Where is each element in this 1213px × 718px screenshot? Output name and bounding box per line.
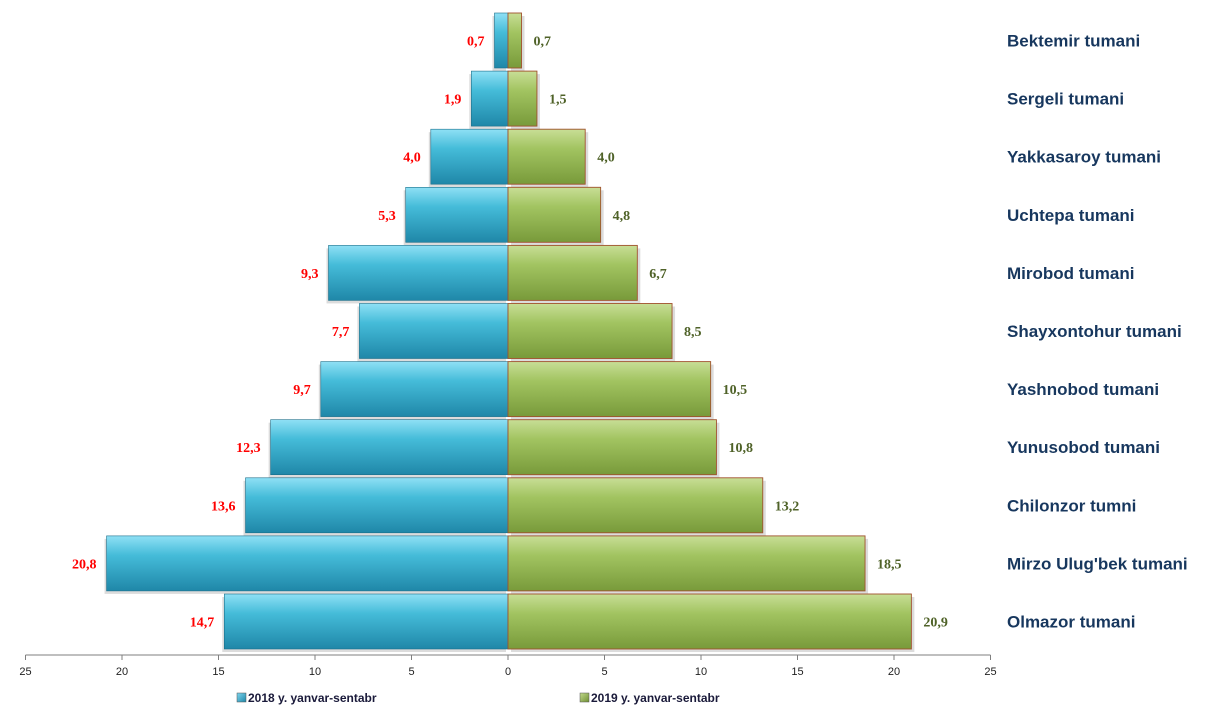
category-label: Sergeli tumani [1007, 90, 1124, 109]
category-label: Mirzo Ulug'bek tumani [1007, 554, 1188, 573]
x-tick-label: 10 [695, 666, 707, 678]
x-axis: 25 20 15 10 5 0 5 10 15 20 25 [19, 654, 997, 678]
category-labels: Bektemir tumani Sergeli tumani Yakkasaroy … [1007, 32, 1188, 632]
bar-2018 [245, 477, 509, 534]
bar-2018 [494, 12, 509, 69]
bar-2019 [507, 70, 538, 127]
legend: 2018 y. yanvar-sentabr 2019 y. yanvar-sen… [236, 691, 720, 705]
legend-2018-swatch [236, 692, 247, 703]
data-label-2018: 9,7 [293, 383, 311, 398]
x-tick-label: 10 [309, 666, 321, 678]
legend-2018-label: 2018 y. yanvar-sentabr [248, 691, 377, 705]
x-tick-label: 5 [601, 666, 607, 678]
data-label-2018: 1,9 [444, 93, 462, 108]
x-tick-label: 20 [116, 666, 128, 678]
bar-2018 [320, 361, 509, 417]
category-label: Olmazor tumani [1007, 613, 1135, 632]
x-tick-label: 25 [19, 666, 31, 678]
data-label-2019: 1,5 [549, 93, 567, 108]
bar-2018 [106, 535, 509, 592]
x-tick-label: 20 [888, 666, 900, 678]
data-label-2018: 9,3 [301, 267, 319, 282]
data-label-2018: 0,7 [467, 35, 485, 50]
data-label-2019: 18,5 [877, 557, 902, 572]
bar-2018 [471, 70, 509, 127]
category-label: Chilonzor tumni [1007, 496, 1136, 515]
legend-2019-swatch [579, 692, 590, 703]
bar-2019 [507, 303, 673, 359]
legend-2019-label: 2019 y. yanvar-sentabr [591, 691, 720, 705]
x-tick-label: 15 [791, 666, 803, 678]
category-label: Yashnobod tumani [1007, 380, 1159, 399]
bar-2018 [328, 245, 509, 301]
category-label: Bektemir tumani [1007, 32, 1140, 51]
category-label: Uchtepa tumani [1007, 206, 1135, 225]
data-label-2019: 4,0 [597, 151, 615, 166]
bar-2018 [430, 128, 509, 185]
data-label-2018: 13,6 [211, 499, 236, 514]
x-tick-label: 25 [984, 666, 996, 678]
data-label-2019: 10,8 [728, 441, 753, 456]
bar-2019 [507, 535, 866, 592]
category-label: Mirobod tumani [1007, 264, 1134, 283]
x-tick-label: 15 [212, 666, 224, 678]
category-label: Yunusobod tumani [1007, 438, 1160, 457]
data-label-2019: 10,5 [723, 383, 748, 398]
bar-2019 [507, 186, 602, 243]
data-label-2019: 4,8 [613, 209, 631, 224]
data-label-2019: 20,9 [923, 616, 948, 631]
bar-2019 [507, 419, 717, 476]
bar-2018 [270, 419, 509, 476]
bar-2018 [223, 593, 509, 650]
data-label-2019: 6,7 [649, 267, 667, 282]
data-label-2018: 7,7 [332, 325, 350, 340]
bar-2019 [507, 361, 712, 418]
bar-2019 [507, 593, 912, 650]
data-label-2018: 12,3 [236, 441, 261, 456]
data-label-2019: 0,7 [534, 35, 552, 50]
data-label-2018: 5,3 [378, 209, 396, 224]
data-label-2018: 20,8 [72, 557, 97, 572]
bars [106, 12, 912, 650]
category-label: Yakkasaroy tumani [1007, 148, 1161, 167]
data-label-2018: 14,7 [190, 616, 215, 631]
bar-2018 [359, 303, 509, 359]
data-label-2019: 8,5 [684, 325, 702, 340]
bar-2019 [507, 477, 764, 534]
bar-2019 [507, 128, 586, 185]
bar-2018 [405, 187, 509, 243]
x-tick-label: 0 [505, 666, 511, 678]
bar-2019 [507, 12, 522, 69]
data-label-2018: 4,0 [403, 151, 421, 166]
bar-2019 [507, 244, 638, 301]
data-label-2019: 13,2 [775, 499, 800, 514]
category-label: Shayxontohur tumani [1007, 322, 1182, 341]
value-labels: 0,7 0,7 1,9 1,5 4,0 4,0 5,3 4,8 9,3 6,7 7,7 8,5 9,7 1… [72, 35, 948, 631]
x-tick-label: 5 [408, 666, 414, 678]
